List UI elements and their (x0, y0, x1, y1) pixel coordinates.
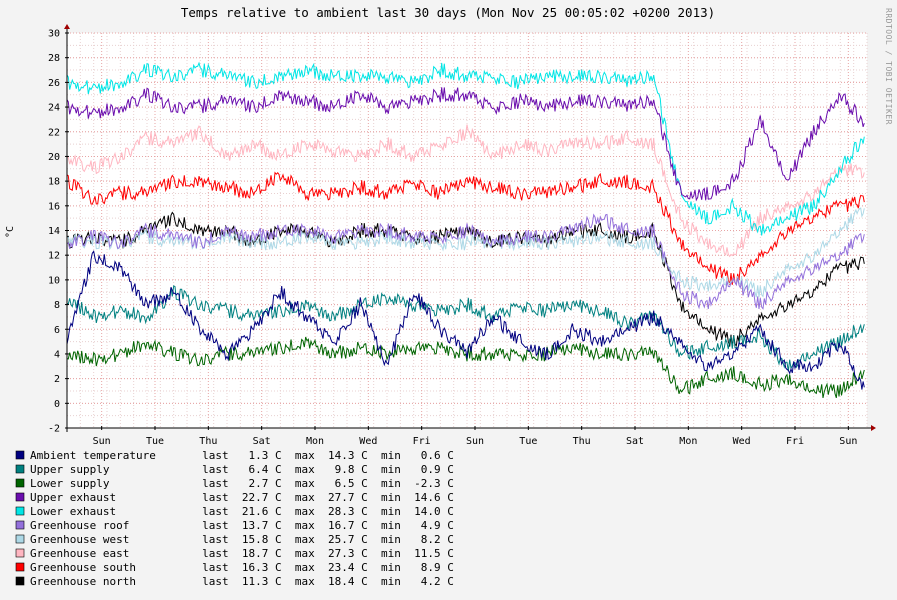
legend-entry: Greenhouse roof last 13.7 C max 16.7 C m… (30, 519, 454, 532)
x-tick-label: Tue (519, 436, 537, 447)
legend-entry: Upper supply last 6.4 C max 9.8 C min 0.… (30, 463, 454, 476)
axes (64, 24, 876, 432)
legend-swatch (15, 450, 25, 460)
legend-swatch (15, 534, 25, 544)
y-tick-label: 22 (48, 127, 60, 138)
series-line (66, 250, 865, 390)
series-layer (66, 61, 865, 399)
y-tick-label: 26 (48, 78, 60, 89)
y-tick-label: 0 (54, 399, 60, 410)
chart-title: Temps relative to ambient last 30 days (… (181, 5, 715, 20)
legend-swatch (15, 562, 25, 572)
series-line (66, 61, 865, 236)
y-tick-label: 8 (54, 300, 60, 311)
y-axis-label: °C (5, 226, 16, 238)
x-tick-label: Thu (573, 436, 591, 447)
series-line (66, 213, 865, 310)
x-tick-label: Sat (626, 436, 644, 447)
y-tick-label: 18 (48, 177, 60, 188)
legend-entry: Greenhouse south last 16.3 C max 23.4 C … (30, 561, 454, 574)
legend-swatch (15, 506, 25, 516)
x-tick-label: Sat (253, 436, 271, 447)
x-tick-label: Sun (93, 436, 111, 447)
x-tick-label: Fri (786, 436, 804, 447)
series-line (66, 171, 865, 286)
legend-entry: Ambient temperature last 1.3 C max 14.3 … (30, 449, 454, 462)
y-tick-label: 14 (48, 226, 60, 237)
series-line (66, 285, 865, 372)
y-tick-label: 20 (48, 152, 60, 163)
y-tick-label: 2 (54, 374, 60, 385)
x-tick-label: Fri (413, 436, 431, 447)
series-line (66, 336, 865, 399)
x-tick-label: Mon (306, 436, 324, 447)
legend-entry: Upper exhaust last 22.7 C max 27.7 C min… (30, 491, 454, 504)
grid (66, 32, 868, 429)
x-tick-label: Sun (839, 436, 857, 447)
series-line (66, 87, 865, 202)
legend-entry: Greenhouse east last 18.7 C max 27.3 C m… (30, 547, 454, 560)
y-tick-label: 30 (48, 29, 60, 40)
series-line (66, 211, 865, 348)
x-tick-label: Wed (733, 436, 751, 447)
y-tick-label: 28 (48, 53, 60, 64)
legend-entry: Lower supply last 2.7 C max 6.5 C min -2… (30, 477, 454, 490)
legend-entry: Greenhouse north last 11.3 C max 18.4 C … (30, 575, 454, 588)
legend-swatch (15, 464, 25, 474)
y-tick-label: 6 (54, 325, 60, 336)
series-line (66, 124, 865, 258)
legend-swatch (15, 492, 25, 502)
x-tick-label: Tue (146, 436, 164, 447)
x-axis-arrow-icon (871, 425, 876, 431)
y-tick-label: 24 (48, 103, 60, 114)
legend: Ambient temperature last 1.3 C max 14.3 … (15, 449, 454, 588)
y-axis-arrow-icon (64, 24, 70, 29)
y-tick-label: 12 (48, 251, 60, 262)
y-tick-label: 10 (48, 275, 60, 286)
legend-swatch (15, 576, 25, 586)
legend-swatch (15, 520, 25, 530)
y-tick-label: -2 (48, 424, 60, 435)
x-tick-label: Sun (466, 436, 484, 447)
y-tick-label: 4 (54, 349, 60, 360)
x-tick-label: Wed (359, 436, 377, 447)
legend-swatch (15, 548, 25, 558)
y-tick-label: 16 (48, 201, 60, 212)
x-tick-label: Thu (199, 436, 217, 447)
watermark-text: RRDTOOL / TOBI OETIKER (884, 8, 893, 125)
x-tick-label: Mon (679, 436, 697, 447)
legend-swatch (15, 478, 25, 488)
legend-entry: Greenhouse west last 15.8 C max 25.7 C m… (30, 533, 454, 546)
legend-entry: Lower exhaust last 21.6 C max 28.3 C min… (30, 505, 454, 518)
